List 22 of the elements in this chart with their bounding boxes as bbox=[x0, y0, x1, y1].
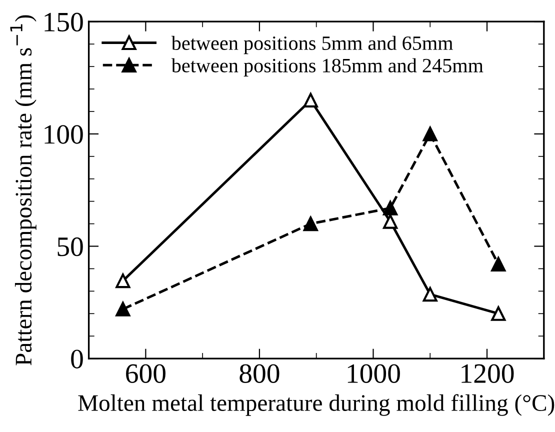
y-tick-label: 100 bbox=[44, 125, 83, 144]
point bbox=[303, 92, 318, 108]
y-axis-title: Pattern decomposition rate (mm s$^{−1}$) bbox=[10, 15, 36, 366]
x-axis-title: Molten metal temperature during mold filling (°C) bbox=[78, 394, 554, 416]
legend-label: between positions 185mm and 245mm bbox=[171, 58, 484, 76]
legend-label: between positions 5mm and 65mm bbox=[171, 36, 453, 54]
point bbox=[422, 126, 438, 142]
point bbox=[116, 274, 130, 288]
y-tick-label: 50 bbox=[58, 237, 83, 256]
x-tick-label: 600 bbox=[126, 364, 166, 383]
point bbox=[491, 306, 506, 321]
x-tick-label: 1200 bbox=[462, 364, 514, 383]
point bbox=[116, 302, 130, 316]
point bbox=[383, 200, 398, 216]
point bbox=[491, 256, 506, 272]
y-tick-label: 0 bbox=[71, 350, 83, 368]
point bbox=[383, 214, 398, 229]
x-tick-label: 800 bbox=[240, 364, 280, 383]
point bbox=[303, 216, 318, 232]
x-tick-label: 1000 bbox=[348, 364, 400, 383]
point bbox=[422, 287, 438, 302]
y-tick-label: 150 bbox=[44, 12, 83, 32]
